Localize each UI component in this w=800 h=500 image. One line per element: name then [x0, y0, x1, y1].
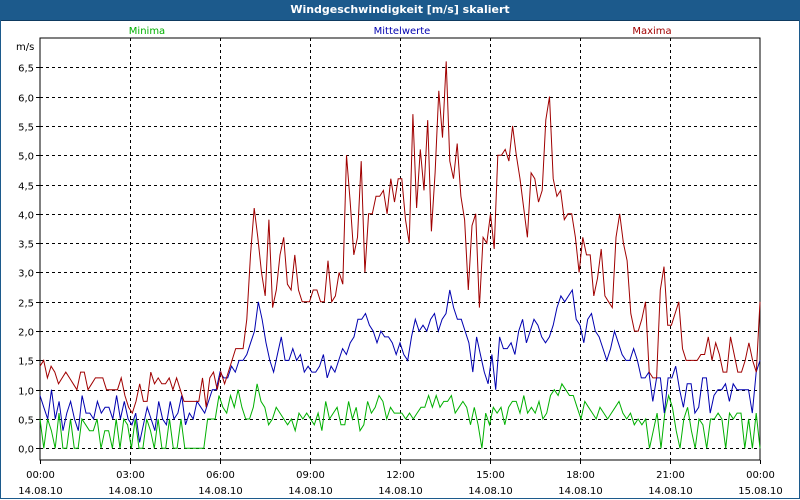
- x-tick-time: 12:00: [386, 470, 415, 481]
- y-tick-label: 4,5: [18, 182, 34, 193]
- x-tick-date: 14.08.10: [288, 486, 333, 497]
- y-tick-label: 0,5: [18, 416, 34, 427]
- y-tick-label: 3,0: [18, 269, 34, 280]
- x-tick-time: 18:00: [566, 470, 595, 481]
- series-line-minima: [39, 382, 761, 449]
- series-line-maxima: [39, 61, 761, 415]
- y-tick-label: 6,0: [18, 94, 34, 105]
- y-tick-label: 6,5: [18, 64, 34, 75]
- x-tick-time: 00:00: [26, 470, 55, 481]
- x-tick-time: 21:00: [656, 470, 685, 481]
- series-lines: [39, 61, 761, 449]
- x-tick-date: 14.08.10: [18, 486, 63, 497]
- x-tick-date: 15.08.10: [738, 486, 783, 497]
- x-tick-date: 14.08.10: [108, 486, 153, 497]
- y-tick-label: 2,5: [18, 299, 34, 310]
- x-tick-time: 03:00: [116, 470, 145, 481]
- legend-entry-mittelwerte: Mittelwerte: [374, 26, 431, 37]
- chart-title-bar: Windgeschwindigkeit [m/s] skaliert: [0, 0, 800, 21]
- x-tick-time: 06:00: [206, 470, 235, 481]
- y-axis-label: m/s: [16, 42, 34, 53]
- y-tick-label: 5,5: [18, 123, 34, 134]
- y-tick-label: 2,0: [18, 328, 34, 339]
- x-tick-date: 14.08.10: [558, 486, 603, 497]
- grid: [40, 38, 760, 460]
- x-axis-ticks: 00:00 14.08.10 03:00 14.08.10 06:00 14.08.10 0…: [18, 460, 783, 497]
- series-line-mittelwerte: [39, 288, 761, 443]
- x-tick-date: 14.08.10: [648, 486, 693, 497]
- x-tick-time: 00:00: [746, 470, 775, 481]
- x-tick-date: 14.08.10: [378, 486, 423, 497]
- x-tick-time: 15:00: [476, 470, 505, 481]
- x-tick-time: 09:00: [296, 470, 325, 481]
- y-tick-label: 3,5: [18, 240, 34, 251]
- legend: Minima Mittelwerte Maxima: [129, 26, 672, 37]
- legend-entry-minima: Minima: [129, 26, 165, 37]
- x-tick-date: 14.08.10: [198, 486, 243, 497]
- x-tick-date: 14.08.10: [468, 486, 513, 497]
- legend-entry-maxima: Maxima: [632, 26, 671, 37]
- y-tick-label: 1,5: [18, 357, 34, 368]
- chart-title: Windgeschwindigkeit [m/s] skaliert: [290, 3, 510, 16]
- y-tick-label: 0,0: [18, 445, 34, 456]
- y-tick-label: 4,0: [18, 211, 34, 222]
- y-tick-label: 5,0: [18, 152, 34, 163]
- y-axis-ticks: 0,0 0,5 1,0 1,5 2,0 2,5 3,0 3,5 4,0 4,5 5,0 5,5 6,0 6…: [18, 64, 40, 456]
- y-tick-label: 1,0: [18, 387, 34, 398]
